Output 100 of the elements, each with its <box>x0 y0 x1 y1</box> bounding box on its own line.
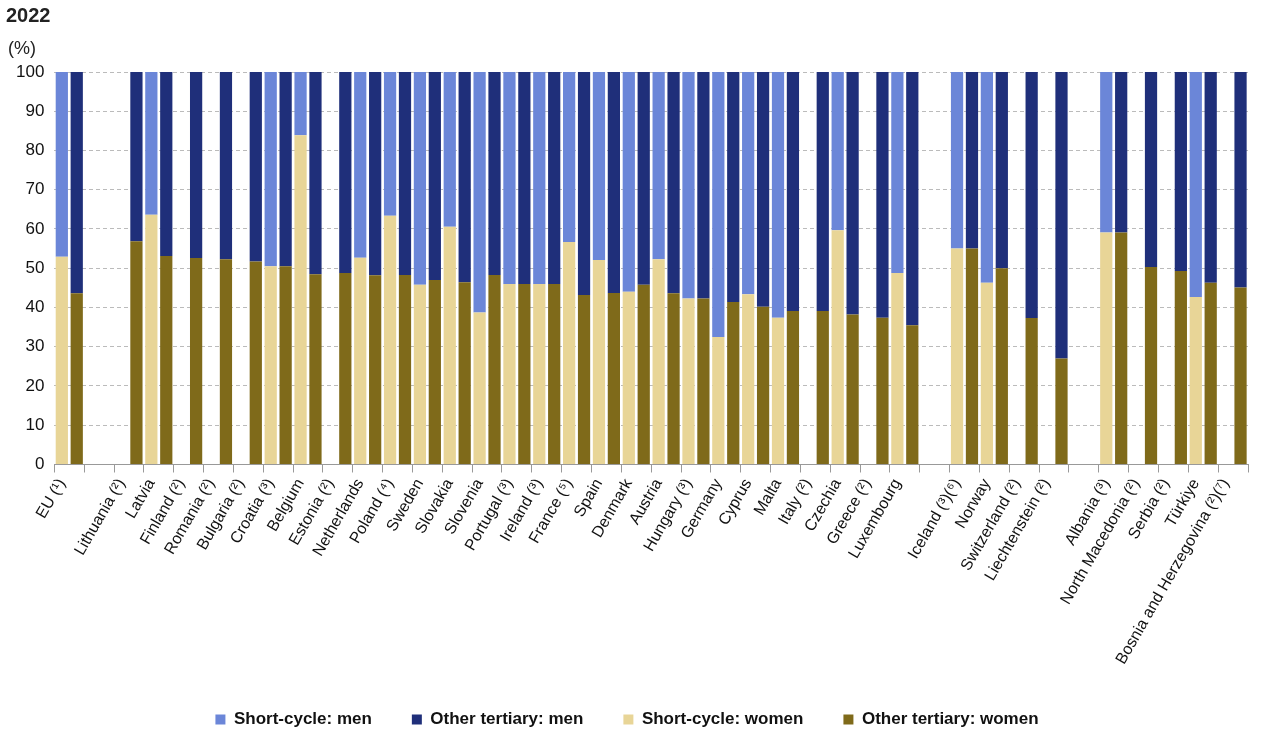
bar <box>264 72 277 267</box>
legend-label: Short-cycle: men <box>233 709 372 729</box>
bar <box>160 72 173 257</box>
bar <box>1189 296 1202 464</box>
bar <box>563 241 576 464</box>
bar <box>1100 72 1113 233</box>
bar <box>145 214 158 464</box>
bar <box>995 72 1008 269</box>
bar <box>458 72 471 283</box>
bar <box>309 274 322 464</box>
y-tick-label: 50 <box>25 257 45 277</box>
bar <box>279 266 292 464</box>
bar <box>727 72 740 302</box>
bar <box>339 272 352 464</box>
bar <box>443 226 456 464</box>
bar <box>742 72 755 295</box>
bar <box>249 72 262 262</box>
bar <box>1115 72 1128 233</box>
y-tick-label: 20 <box>25 375 45 395</box>
bar <box>354 257 367 464</box>
bar <box>294 72 307 136</box>
y-tick-label: 90 <box>25 100 45 120</box>
bar <box>980 72 994 283</box>
bar <box>428 72 441 281</box>
bar <box>533 283 546 464</box>
bar <box>577 72 591 295</box>
bar <box>1144 267 1158 464</box>
bar <box>428 280 441 464</box>
bar <box>876 72 889 318</box>
bar <box>712 336 725 464</box>
bar <box>1100 232 1113 464</box>
bar <box>503 283 516 464</box>
legend-label: Other tertiary: women <box>861 709 1039 729</box>
bar <box>1174 72 1187 271</box>
bar <box>756 72 770 307</box>
bar <box>756 306 770 464</box>
bar <box>219 259 233 464</box>
bar <box>1174 270 1187 464</box>
bar <box>786 311 800 464</box>
bar <box>592 260 606 464</box>
bar <box>383 215 397 464</box>
bar <box>607 72 620 293</box>
bar <box>891 72 904 273</box>
y-tick-label: 80 <box>25 140 45 160</box>
bar <box>503 72 516 284</box>
bar <box>70 293 83 464</box>
bar <box>1234 287 1247 464</box>
bar <box>1055 358 1068 464</box>
bar <box>786 72 800 312</box>
bar <box>383 72 397 216</box>
bar <box>876 317 889 464</box>
bar <box>906 325 919 464</box>
bar <box>727 302 740 464</box>
bar <box>189 72 203 259</box>
bar <box>771 317 785 464</box>
bar <box>264 266 277 464</box>
chart-title: 2022 <box>6 3 51 26</box>
y-axis-title: (%) <box>8 37 36 58</box>
y-tick-label: 100 <box>15 61 45 81</box>
bar <box>55 72 68 257</box>
bar <box>533 72 546 284</box>
bar <box>950 72 964 249</box>
bar <box>1025 318 1038 464</box>
bar <box>1144 72 1158 268</box>
bar <box>249 261 262 464</box>
y-tick-label: 30 <box>25 336 45 356</box>
bar <box>667 293 680 464</box>
bar <box>473 312 486 464</box>
bar <box>369 275 382 464</box>
y-tick-label: 70 <box>25 179 45 199</box>
bar <box>354 72 367 258</box>
bar <box>891 272 904 464</box>
bar <box>682 72 695 299</box>
bar <box>309 72 322 275</box>
bar <box>831 72 844 231</box>
bar <box>369 72 382 276</box>
bar <box>771 72 785 318</box>
bar <box>831 230 844 464</box>
bar <box>145 72 158 215</box>
bar <box>652 72 665 260</box>
bar <box>950 248 964 464</box>
legend-label: Short-cycle: women <box>641 709 804 729</box>
bar <box>1025 72 1038 319</box>
x-tick-label: EU (¹) <box>32 475 69 521</box>
bar <box>398 72 412 275</box>
y-tick-label: 0 <box>34 454 45 474</box>
bar <box>548 283 561 464</box>
bar <box>846 314 859 464</box>
bar <box>413 284 427 464</box>
bar <box>1234 72 1247 288</box>
bar <box>622 72 635 292</box>
bar <box>563 72 576 242</box>
bar <box>518 72 531 284</box>
bar <box>577 294 591 464</box>
bar <box>965 72 979 249</box>
bar <box>294 135 307 464</box>
bar <box>189 258 203 464</box>
bar <box>130 72 143 242</box>
bar <box>160 256 173 464</box>
bar <box>219 72 233 260</box>
